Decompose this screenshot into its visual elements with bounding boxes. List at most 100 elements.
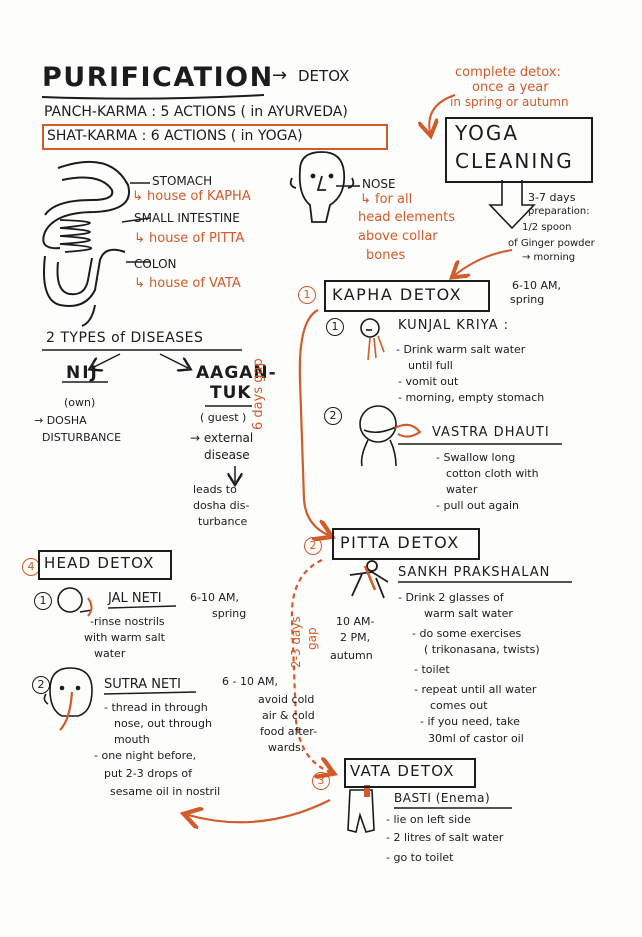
pitta-box (332, 528, 480, 560)
vata-to-head-arrow (188, 799, 331, 822)
gap-6-days: 6 days gap (251, 358, 266, 430)
basti-step-3: - go to toilet (386, 851, 454, 864)
sankh-title: SANKH PRAKSHALAN (398, 565, 551, 580)
small-intestine-label: SMALL INTESTINE (134, 211, 240, 225)
nij-title: NIJ (66, 363, 99, 383)
panch-karma: PANCH-KARMA : 5 ACTIONS ( in AYURVEDA) (44, 104, 348, 120)
sutra-neti-step-2: nose, out through (114, 717, 212, 730)
kunjal-number: 1 (326, 318, 344, 336)
jal-neti-step-3: water (94, 647, 126, 660)
kunjal-step-3: - vomit out (398, 375, 459, 388)
title-arrow: → (272, 65, 288, 86)
kunjal-person-drawing (360, 318, 380, 338)
leads-2: dosha dis- (193, 499, 250, 512)
head-title: HEAD DETOX (44, 554, 155, 572)
aagantuk-title-1: AAGAN- (196, 363, 277, 383)
kapha-box (324, 280, 490, 312)
gap-23-days-2: gap (305, 627, 319, 650)
nij-desc-2: DISTURBANCE (42, 431, 122, 444)
sankh-step-6: - repeat until all water (414, 683, 537, 696)
yoga-cleaning-1: YOGA (455, 121, 520, 145)
aagantuk-desc-1: → external (190, 431, 254, 445)
vata-step-number: 3 (312, 772, 330, 790)
sankh-accent (363, 565, 377, 591)
colon-label: COLON (134, 257, 177, 271)
sankh-step-9: 30ml of castor oil (428, 732, 524, 745)
avoid-3: food after- (260, 725, 318, 738)
prep-4: of Ginger powder (508, 238, 595, 249)
shat-karma-box (42, 124, 388, 150)
colon-drawing (43, 248, 126, 327)
jal-neti-time-2: spring (212, 607, 247, 620)
basti-drawing (347, 789, 375, 833)
nose-label: NOSE (362, 177, 396, 191)
jal-neti-water (87, 597, 93, 617)
kapha-time-1: 6-10 AM, (512, 279, 561, 292)
prep-1: 3-7 days (528, 191, 576, 204)
avoid-4: wards. (268, 741, 305, 754)
kunjal-step-2: until full (408, 359, 453, 372)
sutra-neti-drawing (43, 667, 93, 717)
head-box (38, 550, 172, 580)
complete-detox-2: once a year (472, 80, 549, 95)
avoid-2: air & cold (262, 709, 315, 722)
sutra-thread (59, 691, 74, 731)
stomach-house: ↳ house of KAPHA (132, 189, 251, 204)
colon-house: ↳ house of VATA (134, 276, 241, 291)
title-detox: DETOX (298, 67, 350, 85)
kapha-title: KAPHA DETOX (332, 285, 463, 304)
nij-sub: (own) (64, 396, 96, 409)
vastra-step-2: cotton cloth with (446, 467, 539, 480)
prep-5: → morning (522, 252, 576, 263)
sankh-person-drawing (349, 560, 389, 599)
nose-note-4: bones (366, 248, 406, 263)
to-kapha-arrow (455, 249, 513, 275)
sutra-neti-time: 6 - 10 AM, (222, 675, 278, 688)
sankh-step-2: warm salt water (424, 607, 513, 620)
pitta-time-3: autumn (330, 649, 373, 662)
nij-arrow (92, 353, 121, 368)
basti-accent (364, 785, 370, 797)
face-nose-drawing (289, 151, 355, 223)
kapha-step-number: 1 (298, 286, 316, 304)
jal-neti-time-1: 6-10 AM, (190, 591, 239, 604)
nose-note-1: ↳ for all (360, 192, 413, 207)
sutra-neti-step-6: sesame oil in nostril (110, 785, 221, 798)
small-intestine-house: ↳ house of PITTA (134, 231, 245, 246)
jal-neti-drawing (57, 587, 93, 613)
prep-2: preparation: (528, 206, 590, 217)
jal-underline (107, 605, 177, 609)
vastra-step-3: water (446, 483, 478, 496)
sankh-step-4: ( trikonasana, twists) (424, 643, 540, 656)
cloth-drawing (394, 423, 422, 438)
kunjal-step-1: - Drink warm salt water (396, 343, 526, 356)
sutra-neti-number: 2 (32, 676, 50, 694)
complete-detox-3: in spring or autumn (450, 95, 569, 109)
intestine-pointer (121, 217, 151, 223)
pitta-step-number: 2 (304, 537, 322, 555)
vastra-step-1: - Swallow long (436, 451, 516, 464)
complete-detox-arrow (429, 94, 456, 132)
sankh-step-1: - Drink 2 glasses of (398, 591, 504, 604)
vata-box (344, 758, 476, 788)
aagantuk-arrow (159, 353, 188, 368)
yoga-cleaning-2: CLEANING (455, 149, 574, 173)
leads-1: leads to (193, 483, 237, 496)
gap-23-days-1: 2-3 days (289, 616, 303, 668)
title-underline (41, 94, 265, 100)
sankh-step-5: - toilet (414, 663, 450, 676)
sutra-underline (103, 691, 197, 695)
vastra-step-4: - pull out again (436, 499, 520, 512)
kunjal-title: KUNJAL KRIYA : (398, 318, 510, 333)
aagantuk-title-2: TUK (210, 383, 252, 403)
kunjal-step-4: - morning, empty stomach (398, 391, 545, 404)
nij-desc-1: → DOSHA (34, 414, 87, 427)
vastra-person-drawing (359, 405, 399, 467)
aagantuk-desc-2: disease (204, 448, 250, 462)
diseases-title: 2 TYPES of DISEASES (46, 330, 204, 346)
stomach-drawing (42, 160, 131, 250)
leads-3: turbance (198, 515, 248, 528)
pitta-time-2: 2 PM, (340, 631, 371, 644)
